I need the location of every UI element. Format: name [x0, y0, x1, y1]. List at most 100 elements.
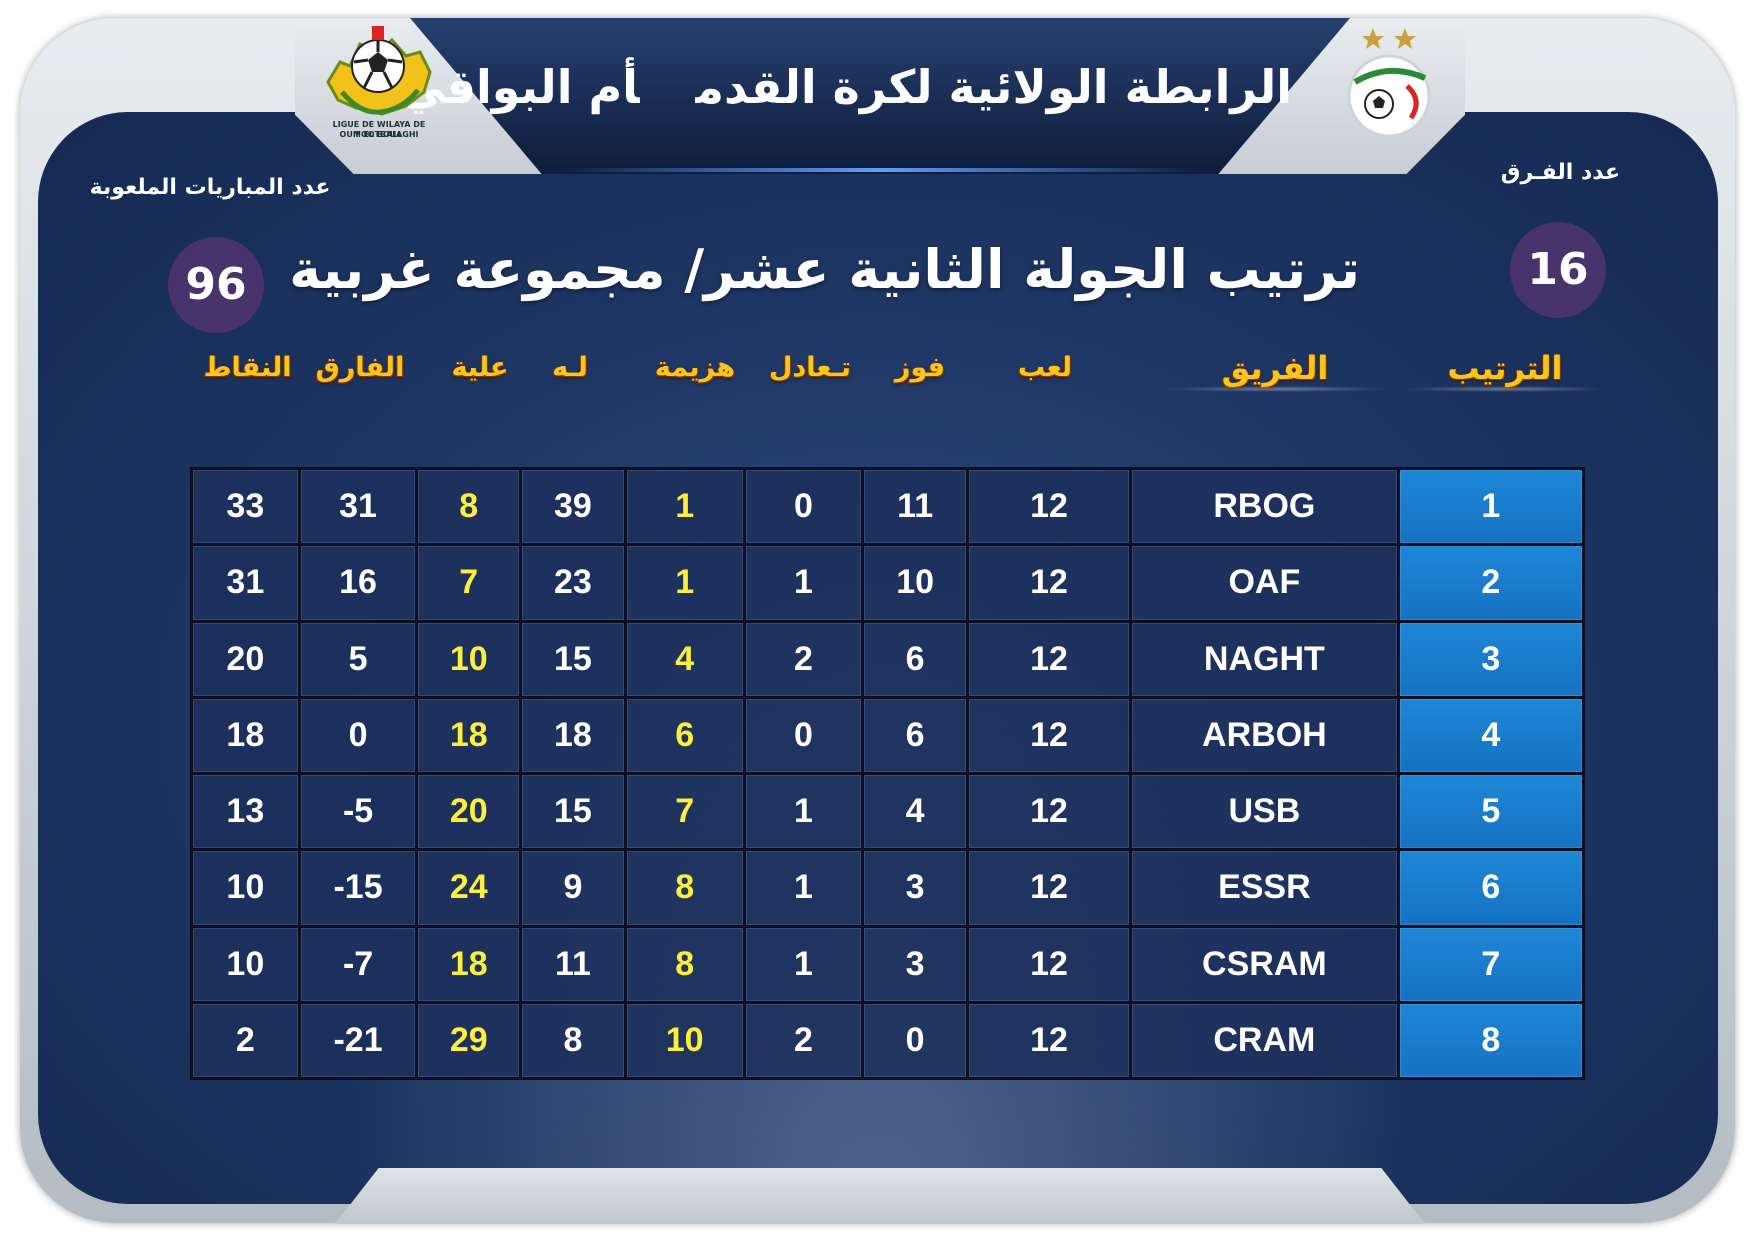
cell-lost: 7	[623, 771, 746, 852]
col-header-lost: هزيمة	[654, 352, 736, 383]
cell-rank: 5	[1396, 771, 1586, 852]
standings-table: 33 31 8 39 1 0 11 12 RBOG 1 31 16 7 23 1…	[190, 466, 1586, 1081]
col-header-won: فوز	[894, 352, 946, 383]
cell-goal-diff: 5	[297, 619, 419, 699]
league-crest-icon	[326, 26, 432, 116]
cell-drawn: 1	[742, 924, 865, 1004]
cell-goals-for: 9	[519, 848, 627, 928]
cell-points: 31	[190, 543, 301, 623]
table-row: 10 -7 18 11 8 1 3 12 CSRAM 7	[190, 924, 1586, 1004]
matches-played-badge: 96	[168, 237, 264, 333]
table-row: 2 -21 29 8 10 2 0 12 CRAM 8	[190, 1000, 1586, 1081]
table-row: 20 5 10 15 4 2 6 12 NAGHT 3	[190, 619, 1586, 699]
cell-rank: 1	[1396, 466, 1586, 547]
cell-goals-against: 7	[415, 543, 523, 623]
cell-drawn: 1	[742, 848, 865, 928]
cell-rank: 8	[1396, 1000, 1586, 1081]
cell-played: 12	[965, 1000, 1133, 1081]
header-banner	[410, 18, 1350, 174]
cell-lost: 1	[623, 466, 746, 547]
cell-team: CSRAM	[1129, 924, 1400, 1004]
cell-goal-diff: -5	[297, 771, 419, 852]
col-header-goals-against: علية	[451, 352, 509, 383]
table-row: 31 16 7 23 1 1 10 12 OAF 2	[190, 543, 1586, 623]
col-header-goals-for: لـه	[552, 352, 588, 383]
standings-title: ترتيب الجولة الثانية عشر/ مجموعة غربية	[289, 238, 1360, 301]
cell-rank: 2	[1396, 543, 1586, 623]
cell-goal-diff: -7	[297, 924, 419, 1004]
cell-won: 4	[861, 771, 969, 852]
cell-team: OAF	[1129, 543, 1400, 623]
teams-count-badge: 16	[1510, 222, 1606, 318]
table-row: 13 -5 20 15 7 1 4 12 USB 5	[190, 771, 1586, 852]
cell-goals-against: 29	[415, 1000, 523, 1081]
league-title: الرابطة الولائية لكرة القدمأم البواقي -	[364, 52, 1320, 122]
cell-team: CRAM	[1129, 1000, 1400, 1081]
col-header-goal-diff: الفارق	[315, 352, 405, 383]
cell-goals-against: 24	[415, 848, 523, 928]
header-underline-glow	[1400, 386, 1610, 392]
league-logo-caption-2: OUM EL BOUAGHI	[339, 130, 419, 139]
table-row: 18 0 18 18 6 0 6 12 ARBOH 4	[190, 695, 1586, 776]
cell-played: 12	[965, 771, 1133, 852]
cell-points: 10	[190, 848, 301, 928]
cell-lost: 1	[623, 543, 746, 623]
cell-rank: 7	[1396, 924, 1586, 1004]
bottom-plate	[335, 1168, 1425, 1224]
cell-lost: 8	[623, 924, 746, 1004]
cell-rank: 6	[1396, 848, 1586, 928]
cell-points: 13	[190, 771, 301, 852]
cell-drawn: 1	[742, 543, 865, 623]
cell-points: 33	[190, 466, 301, 547]
cell-won: 10	[861, 543, 969, 623]
cell-team: RBOG	[1129, 466, 1400, 547]
cell-goals-for: 39	[519, 466, 627, 547]
cell-played: 12	[965, 848, 1133, 928]
cell-goal-diff: 0	[297, 695, 419, 776]
cell-goals-against: 20	[415, 771, 523, 852]
league-title-main: الرابطة الولائية لكرة القدم	[695, 60, 1292, 114]
cell-rank: 4	[1396, 695, 1586, 776]
cell-played: 12	[965, 619, 1133, 699]
cell-won: 11	[861, 466, 969, 547]
cell-played: 12	[965, 924, 1133, 1004]
cell-rank: 3	[1396, 619, 1586, 699]
federation-logo	[1345, 22, 1445, 140]
cell-goals-against: 18	[415, 695, 523, 776]
cell-played: 12	[965, 466, 1133, 547]
cell-played: 12	[965, 543, 1133, 623]
cell-won: 3	[861, 848, 969, 928]
cell-team: ARBOH	[1129, 695, 1400, 776]
cell-goals-for: 8	[519, 1000, 627, 1081]
col-header-played: لعب	[1018, 352, 1072, 383]
cell-points: 18	[190, 695, 301, 776]
cell-lost: 6	[623, 695, 746, 776]
league-logo-caption-1: LIGUE DE WILAYA DE FOOTBALL	[332, 120, 426, 139]
header-underline-glow	[1160, 386, 1390, 392]
cell-goal-diff: -15	[297, 848, 419, 928]
cell-goal-diff: 16	[297, 543, 419, 623]
cell-won: 6	[861, 619, 969, 699]
cell-lost: 4	[623, 619, 746, 699]
cell-goal-diff: 31	[297, 466, 419, 547]
cell-lost: 8	[623, 848, 746, 928]
cell-lost: 10	[623, 1000, 746, 1081]
cell-points: 20	[190, 619, 301, 699]
cell-won: 0	[861, 1000, 969, 1081]
cell-team: NAGHT	[1129, 619, 1400, 699]
cell-goals-against: 8	[415, 466, 523, 547]
cell-goals-for: 15	[519, 619, 627, 699]
teams-count-label: عدد الفـرق	[1500, 160, 1620, 185]
cell-goals-for: 18	[519, 695, 627, 776]
cell-points: 2	[190, 1000, 301, 1081]
cell-drawn: 0	[742, 695, 865, 776]
league-logo: LIGUE DE WILAYA DE FOOTBALL OUM EL BOUAG…	[308, 22, 450, 150]
cell-goals-against: 18	[415, 924, 523, 1004]
cell-goal-diff: -21	[297, 1000, 419, 1081]
cell-team: USB	[1129, 771, 1400, 852]
table-row: 33 31 8 39 1 0 11 12 RBOG 1	[190, 466, 1586, 547]
col-header-rank: الترتيب	[1447, 349, 1563, 387]
col-header-points: النقاط	[203, 352, 292, 383]
cell-drawn: 0	[742, 466, 865, 547]
header-stripe	[560, 168, 1200, 172]
